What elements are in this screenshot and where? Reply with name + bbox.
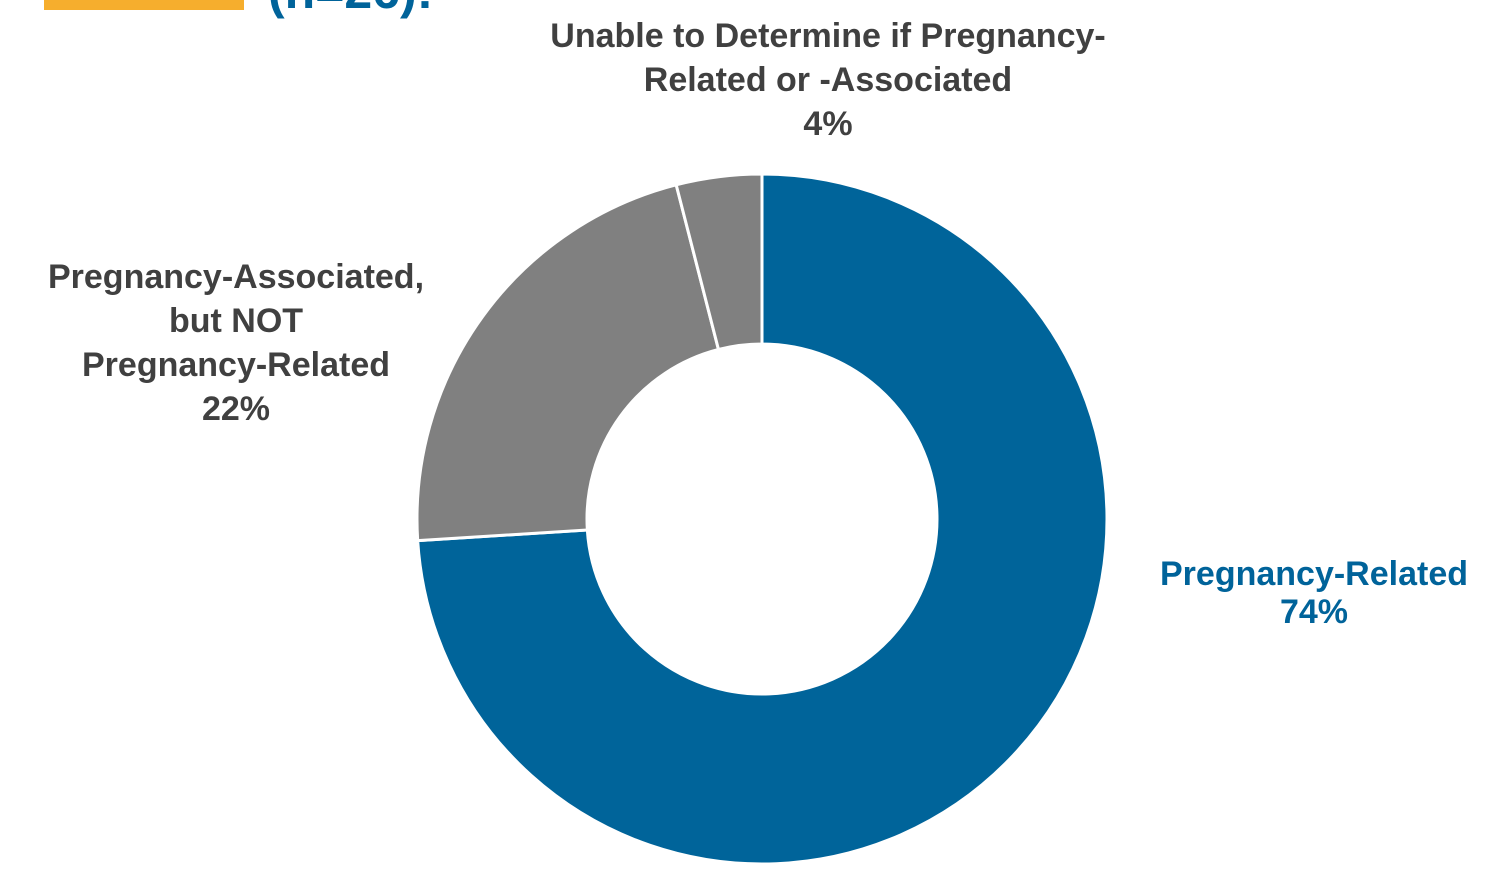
slice-name-line: Pregnancy-Related: [82, 346, 390, 384]
chart-title: (n=26):: [268, 0, 433, 16]
slice-pregnancy-associated: [415, 183, 721, 543]
slice-label-unable-to-determine: Unable to Determine if Pregnancy- Relate…: [497, 14, 1159, 146]
title-accent-bar: [44, 0, 244, 10]
slice-percent-label: 4%: [803, 105, 853, 143]
slice-percent-label: 22%: [201, 390, 271, 428]
slice-unable-to-determine: [674, 172, 764, 352]
slice-label-pregnancy-related: Pregnancy-Related 74%: [1122, 555, 1499, 631]
slice-name-line: but NOT: [168, 302, 304, 340]
slice-name-line: Pregnancy-Related: [1160, 555, 1468, 593]
slice-label-pregnancy-associated: Pregnancy-Associated, but NOT Pregnancy-…: [4, 255, 468, 431]
slice-name-line: Unable to Determine if Pregnancy-: [550, 17, 1106, 55]
slice-name-line: Pregnancy-Associated,: [47, 258, 425, 296]
slice-name-line: Related or -Associated: [643, 61, 1013, 99]
slice-percent-label: 74%: [1279, 593, 1349, 631]
slice-pregnancy-related: [416, 172, 1109, 866]
